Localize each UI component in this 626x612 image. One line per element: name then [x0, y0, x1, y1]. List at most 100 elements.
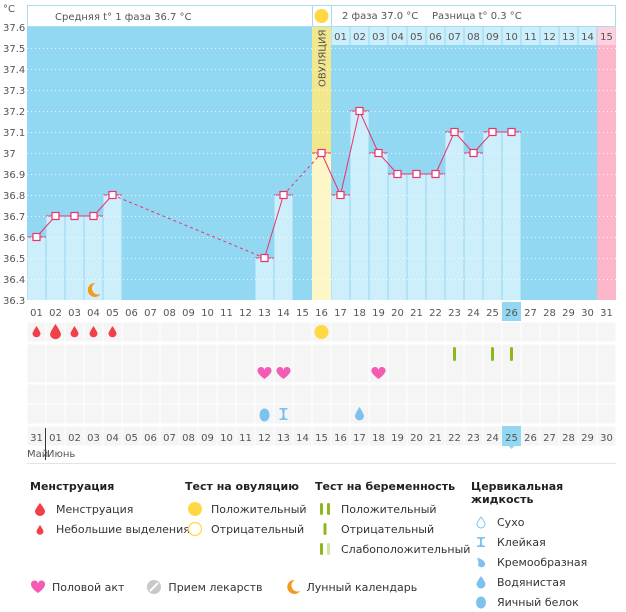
legend-item-menstruation: Менструация	[30, 499, 190, 519]
date-cell	[65, 426, 84, 446]
marker-cell	[559, 384, 578, 404]
bbt-chart: Средняя t° 1 фаза 36.7 °C 2 фаза 37.0 °C Р…	[3, 4, 616, 464]
cycle-day-label: 11	[220, 308, 233, 319]
marker-cell	[559, 404, 578, 424]
temperature-point	[260, 253, 269, 263]
marker-cell	[122, 322, 141, 342]
marker-cell	[103, 404, 122, 424]
empty-circle-icon	[185, 521, 205, 537]
marker-cell	[27, 404, 46, 424]
phase2-day-label: 08	[467, 32, 480, 43]
marker-cell	[350, 322, 369, 342]
marker-cell	[559, 344, 578, 364]
calendar-date-label: 09	[201, 433, 214, 444]
legend-item-ovu-positive: Положительный	[185, 499, 307, 519]
phase2-day-cell	[331, 27, 350, 45]
marker-cell	[179, 384, 198, 404]
marker-cell	[217, 384, 236, 404]
calendar-date-label: 24	[486, 433, 499, 444]
phase2-day-cell	[388, 27, 407, 45]
marker-cell	[217, 344, 236, 364]
y-tick-label: 37.6	[3, 23, 25, 34]
calendar-date-label: 04	[106, 433, 119, 444]
marker-cell	[502, 363, 521, 383]
marker-cell	[426, 363, 445, 383]
temperature-point	[507, 127, 516, 137]
temperature-bar	[65, 216, 84, 300]
marker-cell	[293, 322, 312, 342]
egg-white-icon	[259, 408, 270, 422]
marker-cell	[445, 404, 464, 424]
temperature-point	[279, 190, 288, 200]
marker-cell	[274, 384, 293, 404]
cycle-day-label: 27	[524, 308, 537, 319]
filled-circle-icon	[185, 501, 205, 517]
marker-cell	[388, 384, 407, 404]
phase2-day-label: 07	[448, 32, 461, 43]
cycle-day-label: 31	[600, 308, 613, 319]
y-tick-label: 37.1	[3, 128, 25, 139]
date-cell	[84, 426, 103, 446]
marker-cell	[122, 384, 141, 404]
cycle-day-label: 07	[144, 308, 157, 319]
marker-cell	[274, 344, 293, 364]
menstruation-icon	[50, 323, 61, 340]
marker-cell	[369, 344, 388, 364]
phase2-day-label: 06	[429, 32, 442, 43]
cycle-day-label: 17	[334, 308, 347, 319]
spotting-icon	[89, 326, 98, 338]
y-tick-label: 37.5	[3, 44, 25, 55]
cycle-day-label: 22	[429, 308, 442, 319]
marker-cell	[521, 322, 540, 342]
cycle-day-label: 16	[315, 308, 328, 319]
date-cell	[445, 426, 464, 446]
legend-label: Сухо	[497, 515, 525, 529]
y-tick-label: 36.5	[3, 254, 25, 265]
marker-cell	[521, 363, 540, 383]
legend-item-ovu-negative: Отрицательный	[185, 519, 307, 539]
phase2-day-label: 13	[562, 32, 575, 43]
marker-cell	[331, 384, 350, 404]
temperature-bar	[274, 195, 293, 300]
today-pointer	[508, 446, 515, 449]
phase2-average-label: 2 фаза 37.0 °C	[342, 11, 418, 22]
temperature-point	[317, 148, 326, 158]
marker-cell	[521, 384, 540, 404]
cycle-day-label: 14	[277, 308, 290, 319]
y-tick-label: 36.4	[3, 275, 25, 286]
y-tick-label: 36.6	[3, 233, 25, 244]
phase2-day-label: 09	[486, 32, 499, 43]
temperature-bar	[369, 153, 388, 300]
marker-cell	[46, 363, 65, 383]
marker-cell	[27, 384, 46, 404]
marker-cell	[46, 344, 65, 364]
marker-cell	[369, 384, 388, 404]
calendar-date-label: 29	[581, 433, 594, 444]
marker-cell	[464, 384, 483, 404]
marker-cell	[597, 322, 616, 342]
phase2-day-cell	[407, 27, 426, 45]
marker-cell	[540, 344, 559, 364]
phase2-day-label: 11	[524, 32, 537, 43]
marker-cell	[198, 344, 217, 364]
heart-icon	[30, 580, 46, 594]
marker-cell	[483, 404, 502, 424]
ovulation-sun-icon	[314, 9, 329, 23]
marker-cell	[445, 322, 464, 342]
y-tick-label: 36.7	[3, 212, 25, 223]
marker-cell	[293, 344, 312, 364]
temperature-point	[412, 169, 421, 179]
marker-cell	[255, 322, 274, 342]
temperature-bar	[445, 132, 464, 300]
marker-cell	[578, 384, 597, 404]
calendar-date-label: 18	[372, 433, 385, 444]
cycle-day-label: 05	[106, 308, 119, 319]
y-tick-label: 36.3	[3, 296, 25, 307]
marker-cell	[179, 322, 198, 342]
date-cell	[464, 426, 483, 446]
phase2-day-label: 12	[543, 32, 556, 43]
small-blood-drop-icon	[30, 521, 50, 537]
marker-cell	[122, 404, 141, 424]
blood-drop-icon	[30, 501, 50, 517]
marker-cell	[407, 322, 426, 342]
